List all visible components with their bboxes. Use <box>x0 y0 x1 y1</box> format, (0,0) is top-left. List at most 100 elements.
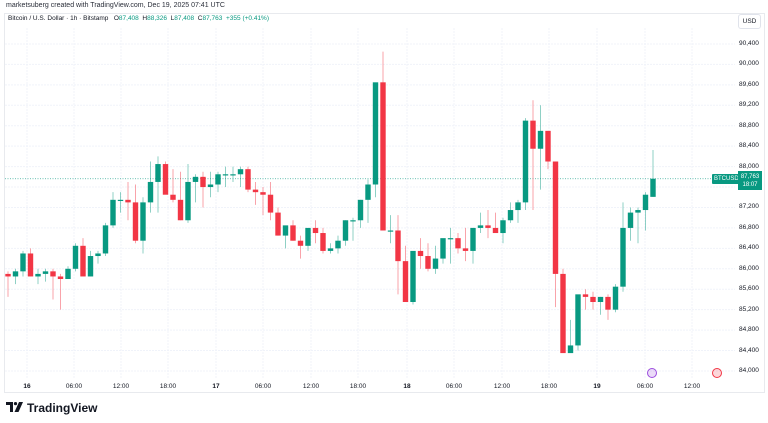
candle[interactable] <box>267 181 274 221</box>
candle[interactable] <box>140 197 146 254</box>
candle[interactable] <box>365 179 371 223</box>
candle[interactable] <box>102 222 109 257</box>
candle[interactable] <box>485 210 491 239</box>
candle[interactable] <box>57 273 64 310</box>
candle[interactable] <box>260 187 266 216</box>
candle[interactable] <box>87 250 94 277</box>
candle[interactable] <box>515 199 521 223</box>
candle[interactable] <box>132 184 139 244</box>
candle[interactable] <box>335 235 341 254</box>
candle[interactable] <box>245 166 251 193</box>
symbol-price-tag: BTCUSD <box>712 174 741 184</box>
price-tick-label: 89,200 <box>739 101 759 109</box>
candle[interactable] <box>545 130 551 170</box>
candle[interactable] <box>582 289 589 310</box>
candle[interactable] <box>650 149 656 197</box>
candle[interactable] <box>110 192 116 228</box>
candle[interactable] <box>320 227 326 254</box>
candle[interactable] <box>462 227 469 262</box>
candle[interactable] <box>215 171 221 193</box>
candle[interactable] <box>350 217 356 241</box>
candle[interactable] <box>192 174 199 203</box>
candle[interactable] <box>597 296 604 315</box>
candle[interactable] <box>642 192 649 231</box>
currency-button[interactable]: USD <box>738 14 761 29</box>
candle[interactable] <box>410 250 416 305</box>
candle[interactable] <box>530 100 536 211</box>
candle[interactable] <box>575 294 581 351</box>
candle[interactable] <box>125 181 131 221</box>
candle[interactable] <box>20 250 26 277</box>
candle[interactable] <box>627 207 634 241</box>
price-tick-label: 85,200 <box>739 305 759 313</box>
candle[interactable] <box>222 166 229 188</box>
candle[interactable] <box>95 250 101 264</box>
candle[interactable] <box>560 268 566 354</box>
candle[interactable] <box>455 233 461 254</box>
candle[interactable] <box>342 220 349 246</box>
candle[interactable] <box>72 243 79 272</box>
candle[interactable] <box>635 207 641 244</box>
candle[interactable] <box>185 164 191 223</box>
candle[interactable] <box>402 245 409 303</box>
time-tick-label: 18:00 <box>159 383 177 390</box>
bar-countdown: 18:07 <box>742 182 758 188</box>
candle[interactable] <box>170 169 176 203</box>
candle[interactable] <box>200 171 206 208</box>
candle[interactable] <box>470 227 476 264</box>
candle[interactable] <box>380 51 386 231</box>
candle[interactable] <box>35 268 41 285</box>
candle[interactable] <box>42 268 49 282</box>
candle[interactable] <box>162 161 169 195</box>
candle[interactable] <box>290 220 296 241</box>
candle[interactable] <box>507 202 514 223</box>
candle[interactable] <box>327 243 334 254</box>
candle[interactable] <box>605 294 611 320</box>
candle[interactable] <box>5 271 11 297</box>
earnings-event-icon[interactable] <box>647 368 657 378</box>
us-flag-event-icon[interactable] <box>712 368 722 378</box>
candle[interactable] <box>522 118 529 211</box>
candle[interactable] <box>477 212 484 234</box>
candle[interactable] <box>500 217 506 244</box>
candle[interactable] <box>357 199 364 228</box>
candle[interactable] <box>312 220 319 244</box>
candle[interactable] <box>155 156 161 213</box>
candle[interactable] <box>395 215 401 295</box>
candle[interactable] <box>537 105 544 190</box>
candle[interactable] <box>275 207 281 236</box>
candle[interactable] <box>590 291 596 310</box>
candle[interactable] <box>612 284 619 313</box>
candle[interactable] <box>552 161 559 308</box>
candle[interactable] <box>207 171 214 198</box>
candle[interactable] <box>147 161 154 213</box>
candle[interactable] <box>27 248 34 277</box>
candle[interactable] <box>80 238 86 277</box>
candle[interactable] <box>65 266 71 280</box>
candle[interactable] <box>117 192 124 213</box>
candle[interactable] <box>447 227 454 264</box>
candle[interactable] <box>252 181 259 205</box>
candle[interactable] <box>432 245 439 274</box>
candle[interactable] <box>492 212 499 234</box>
candle[interactable] <box>440 238 446 264</box>
time-tick-label: 16 <box>23 383 31 390</box>
candle[interactable] <box>305 227 311 251</box>
candle[interactable] <box>417 238 424 269</box>
candle[interactable] <box>230 166 236 182</box>
tradingview-logo[interactable]: TradingView <box>6 401 97 415</box>
candle[interactable] <box>177 171 184 221</box>
candle[interactable] <box>50 268 56 300</box>
price-tick-label: 90,400 <box>739 40 759 47</box>
candle[interactable] <box>620 202 626 292</box>
candle[interactable] <box>297 235 304 259</box>
price-tick-label: 90,000 <box>739 60 759 68</box>
candle[interactable] <box>425 243 431 272</box>
candle[interactable] <box>372 82 379 198</box>
candle[interactable] <box>567 319 574 354</box>
candle[interactable] <box>237 166 244 188</box>
candle[interactable] <box>12 268 19 285</box>
candle[interactable] <box>387 215 394 244</box>
candle[interactable] <box>282 225 289 249</box>
